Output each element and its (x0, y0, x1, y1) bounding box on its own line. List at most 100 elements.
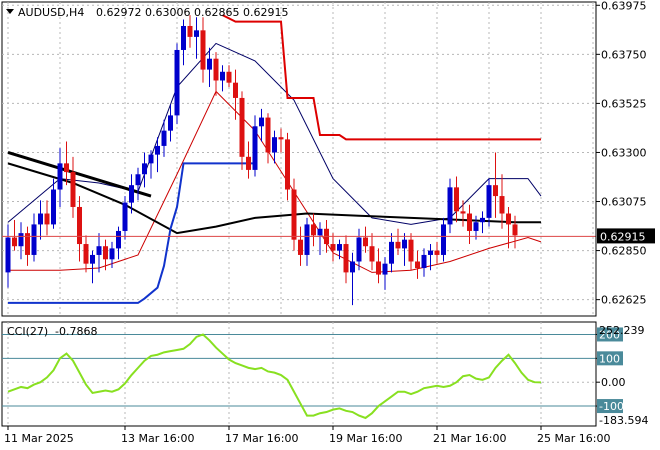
price-tick-label: 0.63750 (601, 48, 647, 61)
cci-tick-label: 0.00 (601, 376, 626, 389)
candle-body (506, 213, 511, 225)
candle-body (278, 137, 284, 140)
candle-body (363, 237, 368, 247)
candle (174, 43, 180, 125)
candle-body (382, 263, 388, 275)
candle-body (369, 246, 375, 262)
candle-body (239, 97, 245, 157)
candle-body (454, 187, 459, 212)
candle (122, 196, 128, 240)
time-tick-label: 11 Mar 2025 (4, 432, 74, 445)
candle (220, 65, 225, 92)
candle (64, 141, 69, 186)
price-tag-box (597, 228, 655, 244)
candle (90, 250, 95, 284)
candle-body (57, 163, 63, 190)
candle (103, 239, 108, 271)
candle (12, 220, 17, 251)
candle (499, 174, 505, 229)
candle-body (480, 217, 485, 223)
candle-body (499, 196, 505, 214)
candle (239, 91, 245, 170)
cci-level-tag-box (597, 327, 623, 342)
candle (285, 132, 290, 201)
candle (148, 150, 154, 179)
cci-level-tag-box (597, 351, 623, 366)
candle (194, 17, 199, 59)
candle (18, 222, 24, 260)
candle-body (356, 237, 362, 262)
cci-max-label: 252.239 (599, 324, 645, 337)
candle (252, 115, 258, 177)
candle (473, 215, 479, 240)
candle-body (395, 241, 401, 249)
candle-body (330, 244, 336, 251)
candle-body (473, 222, 479, 231)
candle-body (116, 230, 121, 249)
candle (233, 69, 238, 120)
candle-body (233, 82, 238, 98)
current-price-tag: 0.62915 (597, 228, 655, 244)
candle-body (421, 254, 427, 269)
candle-body (259, 117, 264, 127)
candle (454, 176, 459, 223)
candle (213, 52, 219, 96)
cci-level-tag-box (597, 399, 623, 414)
candle-body (129, 185, 134, 203)
cci-panel (1, 321, 597, 427)
candle (142, 152, 147, 188)
candle-body (44, 213, 50, 225)
candle (447, 178, 453, 234)
price-tick-label: 0.62850 (601, 245, 647, 258)
candle-body (428, 250, 433, 255)
candle-body (447, 187, 453, 225)
candle-body (460, 211, 466, 214)
candle-body (317, 228, 323, 236)
candle-body (5, 237, 11, 273)
candle-body (207, 58, 212, 70)
candle (181, 19, 186, 66)
time-tick-label: 25 Mar 16:00 (537, 432, 610, 445)
price-axis: 0.63975 0.63750 0.63525 0.63300 0.63075 0.628… (595, 0, 655, 316)
candle-body (226, 71, 232, 83)
candle (25, 226, 30, 266)
candle (246, 141, 251, 179)
candle-body (168, 115, 173, 131)
time-axis: 11 Mar 2025 13 Mar 16:00 17 Mar 16:00 19 Ma… (4, 426, 610, 445)
candle-body (96, 246, 102, 255)
candle (226, 65, 232, 88)
symbol-label: AUDUSD,H4 (18, 6, 84, 19)
candle (343, 235, 349, 284)
candle-body (142, 163, 147, 175)
candle (31, 213, 37, 262)
candle (187, 15, 193, 48)
candle (278, 128, 284, 153)
candle (311, 213, 316, 247)
candle-body (213, 58, 219, 81)
candle-body (493, 185, 498, 197)
chart-header: AUDUSD,H4 0.62972 0.63006 0.62865 0.6291… (6, 6, 288, 19)
collapse-triangle-icon[interactable] (6, 9, 14, 14)
candle-body (64, 163, 69, 173)
candle-body (83, 244, 89, 264)
candle-body (12, 237, 17, 247)
cci-header: CCI(27) -0.7868 (7, 325, 97, 338)
price-tick-label: 0.63300 (601, 146, 647, 159)
candle-body (90, 254, 95, 264)
candle (298, 226, 303, 266)
candle-body (311, 224, 316, 236)
cci-level-tag: 200 (597, 327, 623, 342)
candle-body (441, 224, 446, 255)
candle-body (161, 130, 167, 146)
candle-body (486, 185, 492, 218)
candle-body (181, 25, 186, 50)
candle-body (291, 189, 297, 240)
candle (408, 233, 414, 271)
candle (415, 250, 420, 279)
candle (350, 252, 355, 306)
time-tick-label: 21 Mar 16:00 (433, 432, 506, 445)
candle (116, 226, 121, 260)
candle (259, 108, 264, 142)
cci-tick-label: -100 (599, 400, 624, 413)
candle (376, 248, 381, 284)
